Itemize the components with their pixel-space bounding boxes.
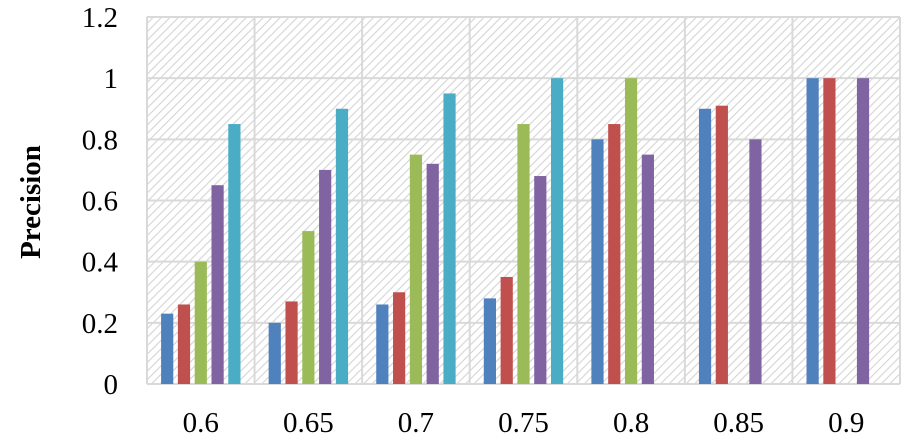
bar	[517, 124, 530, 385]
x-tick-label: 0.65	[283, 407, 334, 439]
bar	[376, 304, 389, 384]
bar	[534, 176, 547, 384]
x-tick-label: 0.6	[183, 407, 219, 439]
x-axis-ticks: 0.6 0.65 0.7 0.75 0.8 0.85 0.9	[183, 407, 865, 439]
x-tick-label: 0.7	[398, 407, 434, 439]
bar	[302, 231, 315, 384]
bar	[806, 78, 819, 385]
bar	[228, 124, 241, 385]
y-axis-ticks: 0 0.2 0.4 0.6 0.8 1 1.2	[82, 2, 119, 401]
x-tick-label: 0.75	[498, 407, 549, 439]
bar	[211, 185, 224, 384]
bar	[823, 78, 836, 385]
bar	[749, 139, 762, 384]
bar	[268, 322, 281, 384]
bar	[177, 304, 191, 384]
y-tick-label: 0.4	[82, 247, 119, 279]
bar	[500, 276, 513, 384]
bar	[426, 163, 439, 384]
y-tick-label: 0.6	[82, 186, 118, 218]
bar	[335, 108, 349, 384]
bar	[483, 298, 496, 384]
x-tick-label: 0.9	[828, 407, 864, 439]
bar	[393, 292, 406, 384]
bar	[608, 124, 621, 385]
bar	[624, 78, 638, 385]
bars	[161, 78, 870, 385]
y-tick-label: 0.8	[82, 124, 118, 156]
bar	[285, 301, 298, 384]
y-tick-label: 1	[104, 63, 119, 95]
bar	[641, 154, 654, 384]
x-tick-label: 0.8	[613, 407, 649, 439]
y-tick-label: 0.2	[82, 308, 118, 340]
bar	[698, 108, 712, 384]
bar	[194, 261, 207, 384]
y-tick-label: 0	[104, 369, 119, 401]
bar	[161, 313, 174, 384]
bar	[591, 139, 604, 384]
bar	[715, 105, 728, 385]
bar	[319, 169, 332, 384]
bar	[443, 93, 456, 384]
y-tick-label: 1.2	[82, 2, 118, 34]
bar	[409, 154, 423, 384]
bar	[551, 78, 564, 385]
y-axis-label: Precision	[15, 145, 47, 259]
bar	[856, 78, 870, 385]
x-tick-label: 0.85	[713, 407, 764, 439]
